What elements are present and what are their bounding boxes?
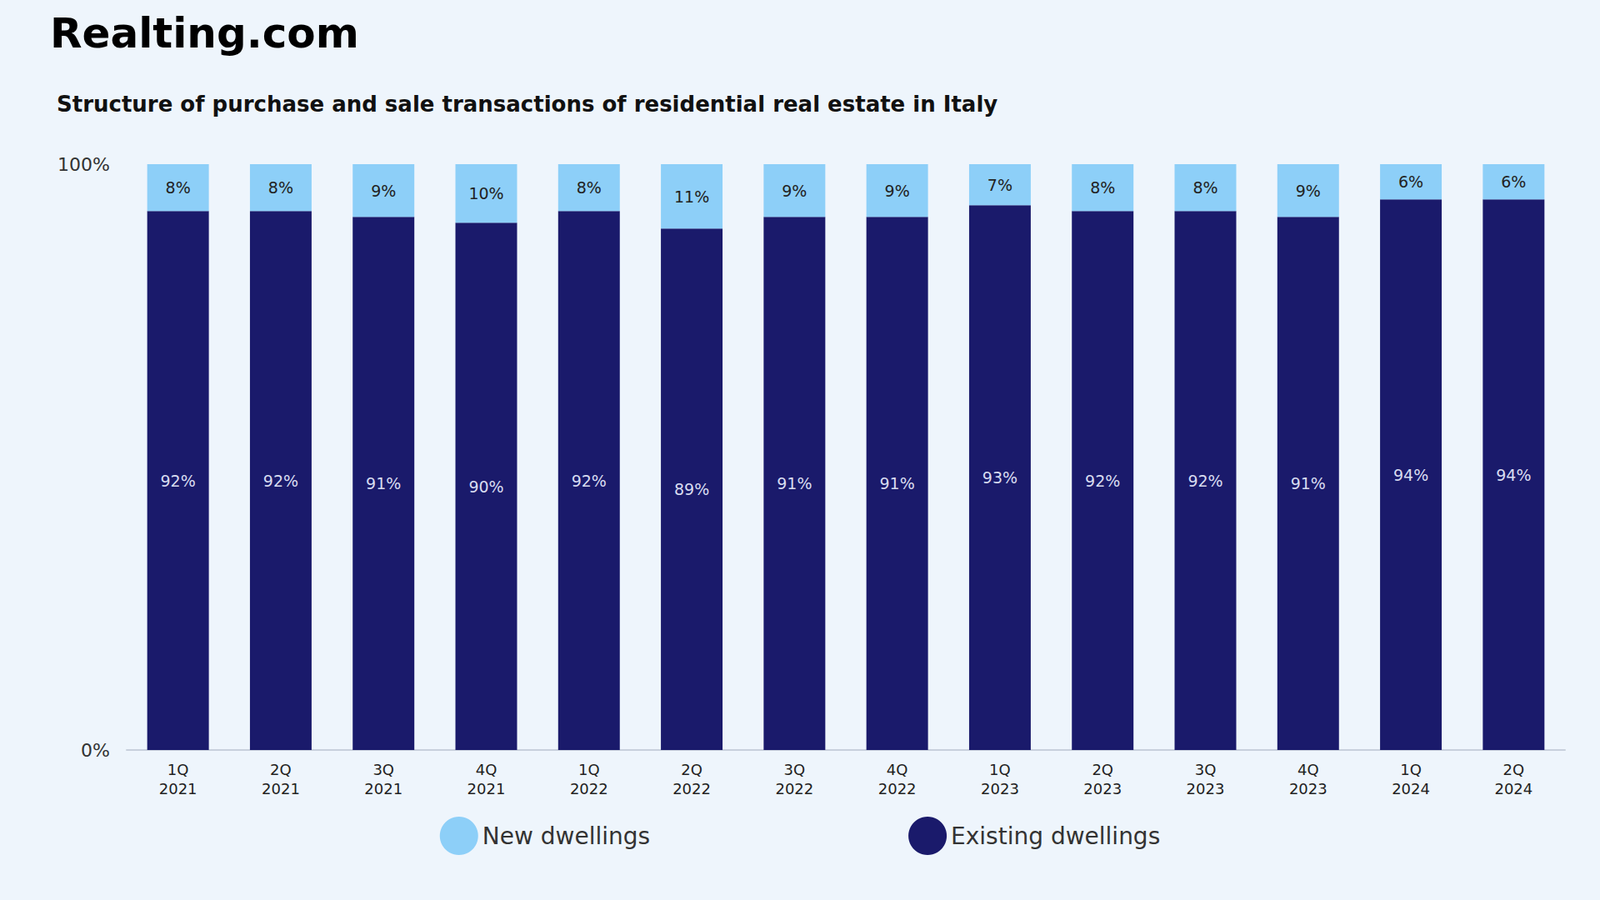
- svg-text:91%: 91%: [365, 474, 401, 493]
- svg-text:92%: 92%: [263, 471, 299, 490]
- svg-text:92%: 92%: [571, 471, 607, 490]
- svg-text:91%: 91%: [776, 474, 812, 493]
- svg-text:4Q: 4Q: [1297, 760, 1320, 779]
- svg-text:9%: 9%: [1295, 181, 1321, 200]
- svg-text:3Q: 3Q: [784, 760, 806, 779]
- svg-text:2023: 2023: [980, 780, 1020, 798]
- svg-text:2022: 2022: [570, 780, 609, 798]
- svg-text:2021: 2021: [467, 780, 506, 798]
- svg-text:Realting.com: Realting.com: [50, 9, 360, 58]
- svg-text:8%: 8%: [165, 178, 191, 197]
- svg-text:94%: 94%: [1495, 465, 1531, 485]
- svg-text:2021: 2021: [364, 780, 403, 798]
- svg-text:8%: 8%: [268, 178, 294, 197]
- svg-text:4Q: 4Q: [886, 760, 909, 779]
- svg-text:94%: 94%: [1393, 465, 1429, 485]
- svg-text:2024: 2024: [1391, 780, 1430, 798]
- svg-text:2021: 2021: [261, 780, 300, 798]
- svg-text:Existing dwellings: Existing dwellings: [950, 822, 1160, 850]
- svg-text:92%: 92%: [1085, 471, 1120, 490]
- svg-text:90%: 90%: [468, 477, 504, 496]
- svg-text:89%: 89%: [674, 480, 710, 499]
- svg-text:New dwellings: New dwellings: [482, 822, 650, 850]
- svg-text:2Q: 2Q: [680, 760, 703, 779]
- svg-text:8%: 8%: [1090, 178, 1115, 197]
- svg-text:91%: 91%: [880, 474, 915, 493]
- svg-text:6%: 6%: [1500, 172, 1526, 191]
- svg-text:1Q: 1Q: [167, 760, 190, 779]
- svg-text:3Q: 3Q: [372, 760, 395, 779]
- svg-text:9%: 9%: [885, 181, 910, 200]
- svg-text:91%: 91%: [1290, 474, 1326, 493]
- svg-text:9%: 9%: [781, 181, 807, 200]
- svg-text:1Q: 1Q: [578, 760, 600, 779]
- svg-text:2021: 2021: [159, 780, 198, 798]
- svg-text:2022: 2022: [878, 780, 917, 798]
- svg-text:8%: 8%: [1192, 178, 1218, 197]
- svg-text:Structure of purchase and sale: Structure of purchase and sale transacti…: [56, 91, 998, 117]
- svg-text:11%: 11%: [674, 187, 710, 206]
- svg-text:93%: 93%: [982, 468, 1018, 487]
- svg-text:1Q: 1Q: [989, 760, 1011, 779]
- svg-text:2Q: 2Q: [1503, 760, 1525, 779]
- svg-text:4Q: 4Q: [475, 760, 498, 779]
- svg-text:9%: 9%: [370, 181, 396, 200]
- svg-text:0%: 0%: [80, 740, 110, 761]
- svg-text:2022: 2022: [775, 780, 814, 798]
- svg-text:7%: 7%: [987, 175, 1013, 195]
- svg-text:92%: 92%: [1187, 471, 1223, 490]
- svg-text:8%: 8%: [576, 178, 602, 197]
- svg-text:2Q: 2Q: [1091, 760, 1114, 779]
- svg-text:2023: 2023: [1186, 780, 1225, 798]
- svg-text:2023: 2023: [1083, 780, 1122, 798]
- svg-text:100%: 100%: [57, 154, 110, 175]
- svg-text:2Q: 2Q: [270, 760, 292, 779]
- svg-text:3Q: 3Q: [1195, 760, 1217, 779]
- svg-text:6%: 6%: [1398, 172, 1424, 191]
- svg-text:2024: 2024: [1494, 780, 1533, 798]
- svg-text:2022: 2022: [672, 780, 711, 798]
- svg-text:92%: 92%: [160, 471, 196, 490]
- svg-text:1Q: 1Q: [1400, 760, 1422, 779]
- svg-text:2023: 2023: [1289, 780, 1328, 798]
- svg-text:10%: 10%: [468, 184, 504, 203]
